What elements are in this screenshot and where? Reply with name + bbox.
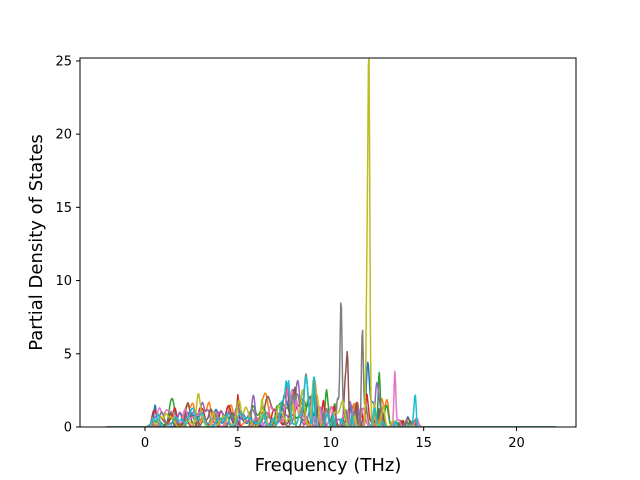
x-axis: 0 5 10 15 20 <box>141 427 525 451</box>
series-layer <box>105 58 556 427</box>
x-tick-label: 15 <box>415 436 432 451</box>
y-axis-label: Partial Density of States <box>26 134 47 351</box>
y-tick-label: 0 <box>64 421 72 436</box>
x-axis-label: Frequency (THz) <box>255 455 402 476</box>
y-tick-label: 15 <box>55 201 72 216</box>
x-tick-label: 5 <box>234 436 242 451</box>
y-axis: 0 5 10 15 20 25 <box>55 54 80 436</box>
y-tick-label: 20 <box>55 128 72 143</box>
pdos-series-line <box>105 58 556 427</box>
pdos-series-line <box>105 370 556 427</box>
y-tick-label: 5 <box>64 347 72 362</box>
y-tick-label: 25 <box>55 54 72 69</box>
x-tick-label: 0 <box>141 436 149 451</box>
x-tick-label: 10 <box>323 436 340 451</box>
axes-frame <box>79 57 577 428</box>
pdos-series-line <box>105 375 556 427</box>
x-tick-label: 20 <box>508 436 525 451</box>
y-tick-label: 10 <box>55 274 72 289</box>
